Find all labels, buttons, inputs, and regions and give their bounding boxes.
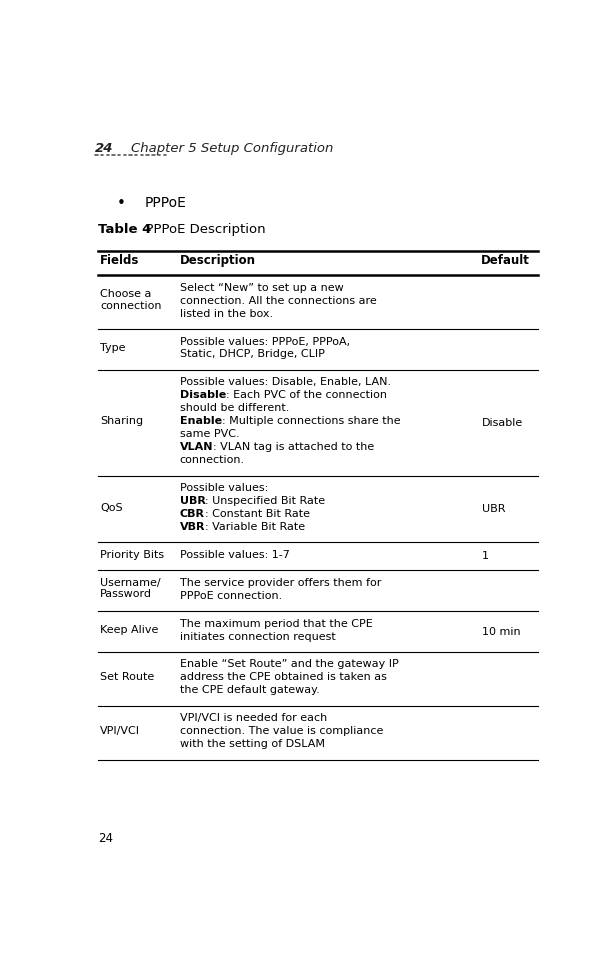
Text: Fields: Fields [100, 254, 139, 267]
Text: 1: 1 [482, 551, 489, 561]
Text: Choose a
connection: Choose a connection [100, 289, 161, 310]
Text: UBR: UBR [180, 496, 205, 506]
Text: : Constant Bit Rate: : Constant Bit Rate [205, 509, 310, 519]
Text: 24: 24 [95, 142, 114, 154]
Text: Chapter 5 Setup Configuration: Chapter 5 Setup Configuration [131, 142, 333, 154]
Text: PPPoE Description: PPPoE Description [136, 224, 265, 236]
Text: Disable: Disable [482, 417, 524, 428]
Text: Set Route: Set Route [100, 673, 155, 683]
Text: Disable: Disable [180, 390, 226, 400]
Text: VPI/VCI: VPI/VCI [100, 726, 140, 736]
Text: connection. All the connections are: connection. All the connections are [180, 296, 376, 306]
Text: Enable: Enable [180, 416, 222, 426]
Text: : Variable Bit Rate: : Variable Bit Rate [205, 522, 306, 532]
Text: 10 min: 10 min [482, 627, 521, 636]
Text: PPPoE: PPPoE [145, 196, 187, 210]
Text: Table 4: Table 4 [98, 224, 151, 236]
Text: Keep Alive: Keep Alive [100, 625, 158, 635]
Text: 24: 24 [98, 832, 112, 844]
Text: listed in the box.: listed in the box. [180, 308, 273, 319]
Text: QoS: QoS [100, 502, 123, 513]
Text: connection. The value is compliance: connection. The value is compliance [180, 726, 383, 736]
Text: VLAN: VLAN [180, 442, 213, 452]
Text: The maximum period that the CPE: The maximum period that the CPE [180, 619, 372, 629]
Text: Possible values:: Possible values: [180, 483, 268, 494]
Text: with the setting of DSLAM: with the setting of DSLAM [180, 739, 324, 749]
Text: Select “New” to set up a new: Select “New” to set up a new [180, 282, 343, 293]
Text: : Each PVC of the connection: : Each PVC of the connection [226, 390, 387, 400]
Text: CBR: CBR [180, 509, 205, 519]
Text: UBR: UBR [482, 504, 506, 514]
Text: •: • [117, 196, 125, 211]
Text: VBR: VBR [180, 522, 205, 532]
Text: Enable “Set Route” and the gateway IP: Enable “Set Route” and the gateway IP [180, 659, 398, 669]
Text: Possible values: 1-7: Possible values: 1-7 [180, 549, 290, 560]
Text: the CPE default gateway.: the CPE default gateway. [180, 685, 320, 695]
Text: same PVC.: same PVC. [180, 429, 240, 440]
Text: Possible values: PPPoE, PPPoA,: Possible values: PPPoE, PPPoA, [180, 336, 349, 346]
Text: Sharing: Sharing [100, 416, 143, 426]
Text: : Unspecified Bit Rate: : Unspecified Bit Rate [205, 496, 326, 506]
Text: Static, DHCP, Bridge, CLIP: Static, DHCP, Bridge, CLIP [180, 350, 324, 360]
Text: : VLAN tag is attached to the: : VLAN tag is attached to the [213, 442, 375, 452]
Text: PPPoE connection.: PPPoE connection. [180, 591, 282, 601]
Text: Description: Description [180, 254, 255, 267]
Text: Type: Type [100, 343, 125, 353]
Text: address the CPE obtained is taken as: address the CPE obtained is taken as [180, 673, 387, 683]
Text: connection.: connection. [180, 455, 245, 466]
Text: initiates connection request: initiates connection request [180, 631, 335, 642]
Text: Possible values: Disable, Enable, LAN.: Possible values: Disable, Enable, LAN. [180, 377, 390, 388]
Text: Default: Default [481, 254, 530, 267]
Text: VPI/VCI is needed for each: VPI/VCI is needed for each [180, 713, 327, 723]
Text: should be different.: should be different. [180, 403, 289, 414]
Text: Username/
Password: Username/ Password [100, 577, 161, 600]
Text: Priority Bits: Priority Bits [100, 549, 164, 560]
Text: The service provider offers them for: The service provider offers them for [180, 577, 381, 588]
Text: : Multiple connections share the: : Multiple connections share the [222, 416, 400, 426]
